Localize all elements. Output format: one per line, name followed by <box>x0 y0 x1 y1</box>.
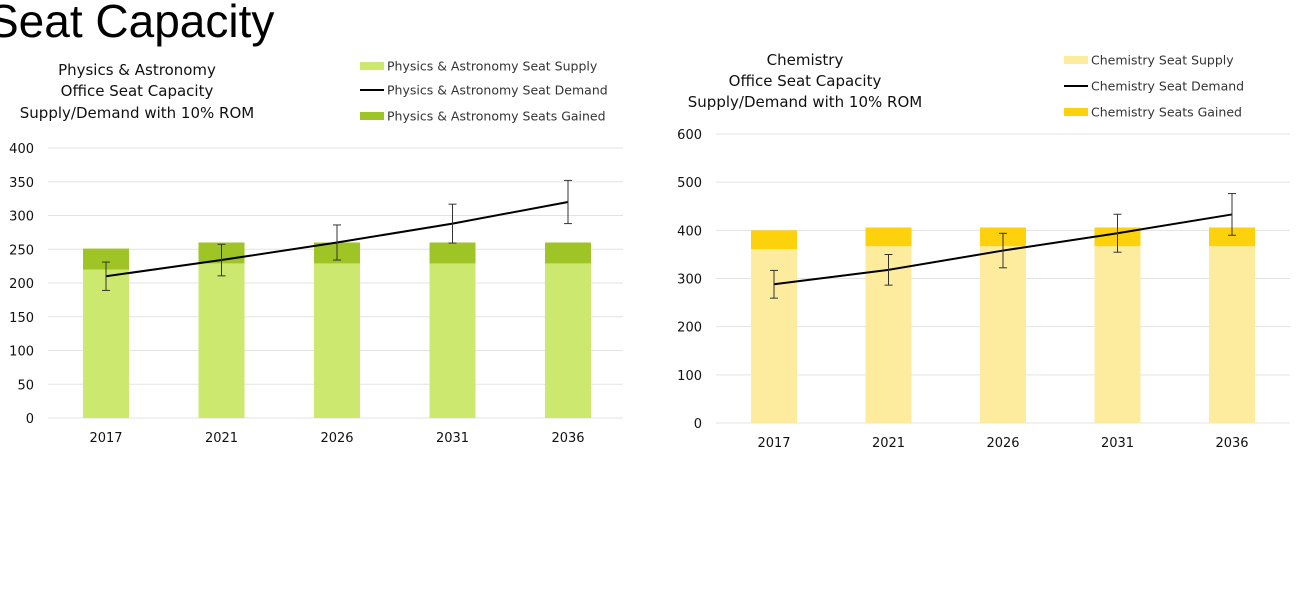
physics-supply-bar <box>198 263 245 418</box>
physics-gained-bar <box>429 242 476 264</box>
chemistry-y-tick-label: 300 <box>677 273 702 288</box>
chemistry-legend-label: Chemistry Seat Supply <box>1091 53 1234 68</box>
physics-y-tick-label: 100 <box>9 345 34 360</box>
physics-x-tick-label: 2036 <box>551 431 584 446</box>
physics-x-tick-label: 2026 <box>320 431 353 446</box>
chemistry-x-tick-label: 2017 <box>757 436 790 451</box>
chemistry-chart-title-line: Chemistry <box>767 51 844 69</box>
physics-x-tick-label: 2017 <box>89 431 122 446</box>
physics-legend-label: Physics & Astronomy Seat Supply <box>387 59 598 74</box>
physics-legend-swatch <box>360 62 384 70</box>
physics-gained-bar <box>545 242 591 264</box>
physics-chart-title-line: Physics & Astronomy <box>58 61 216 79</box>
physics-y-tick-label: 150 <box>9 311 34 326</box>
physics-legend-label: Physics & Astronomy Seats Gained <box>387 109 606 124</box>
chemistry-supply-bar <box>980 246 1026 423</box>
physics-y-tick-label: 400 <box>9 142 34 157</box>
chemistry-x-tick-label: 2036 <box>1215 436 1248 451</box>
chemistry-y-tick-label: 500 <box>677 176 702 191</box>
physics-astronomy-chart: 0 50 100 150 200 250 300 350 400 Physics & Astron… <box>9 59 623 446</box>
chemistry-chart-title-line: Office Seat Capacity <box>729 72 882 90</box>
chemistry-x-tick-label: 2031 <box>1101 436 1134 451</box>
chemistry-gained-bar <box>865 227 912 247</box>
physics-supply-bar <box>314 263 360 418</box>
chemistry-x-tick-label: 2021 <box>872 436 905 451</box>
slide-title: Seat Capacity <box>0 0 275 47</box>
chemistry-x-tick-label: 2026 <box>986 436 1019 451</box>
physics-chart-title-line: Office Seat Capacity <box>61 82 214 100</box>
physics-legend-swatch <box>360 112 384 120</box>
physics-y-tick-label: 350 <box>9 176 34 191</box>
chemistry-supply-bar <box>1094 246 1141 423</box>
physics-supply-bar <box>429 263 476 418</box>
physics-x-tick-label: 2021 <box>205 431 238 446</box>
physics-x-tick-label: 2031 <box>436 431 469 446</box>
chemistry-y-tick-label: 0 <box>694 417 702 432</box>
physics-y-tick-label: 300 <box>9 210 34 225</box>
physics-y-tick-label: 50 <box>17 378 34 393</box>
chemistry-chart-title-line: Supply/Demand with 10% ROM <box>688 93 922 111</box>
chemistry-legend-label: Chemistry Seat Demand <box>1091 79 1244 94</box>
chemistry-y-tick-label: 600 <box>677 128 702 143</box>
chemistry-legend-swatch <box>1064 108 1088 116</box>
physics-supply-bar <box>83 269 129 418</box>
chemistry-y-tick-label: 400 <box>677 224 702 239</box>
chemistry-gained-bar <box>751 230 797 250</box>
chemistry-legend-label: Chemistry Seats Gained <box>1091 105 1242 120</box>
chemistry-chart: 0 100 200 300 400 500 600 Chemistry Office Seat … <box>677 51 1290 451</box>
physics-y-tick-label: 200 <box>9 277 34 292</box>
chemistry-supply-bar <box>1209 246 1255 423</box>
physics-chart-title-line: Supply/Demand with 10% ROM <box>20 104 254 122</box>
chemistry-gained-bar <box>1209 227 1255 247</box>
chemistry-legend-swatch <box>1064 56 1088 64</box>
physics-legend-label: Physics & Astronomy Seat Demand <box>387 83 608 98</box>
physics-y-tick-label: 250 <box>9 243 34 258</box>
physics-y-tick-label: 0 <box>26 412 34 427</box>
chemistry-y-tick-label: 100 <box>677 369 702 384</box>
physics-gained-bar <box>83 248 129 270</box>
chemistry-y-tick-label: 200 <box>677 321 702 336</box>
physics-supply-bar <box>545 263 591 418</box>
